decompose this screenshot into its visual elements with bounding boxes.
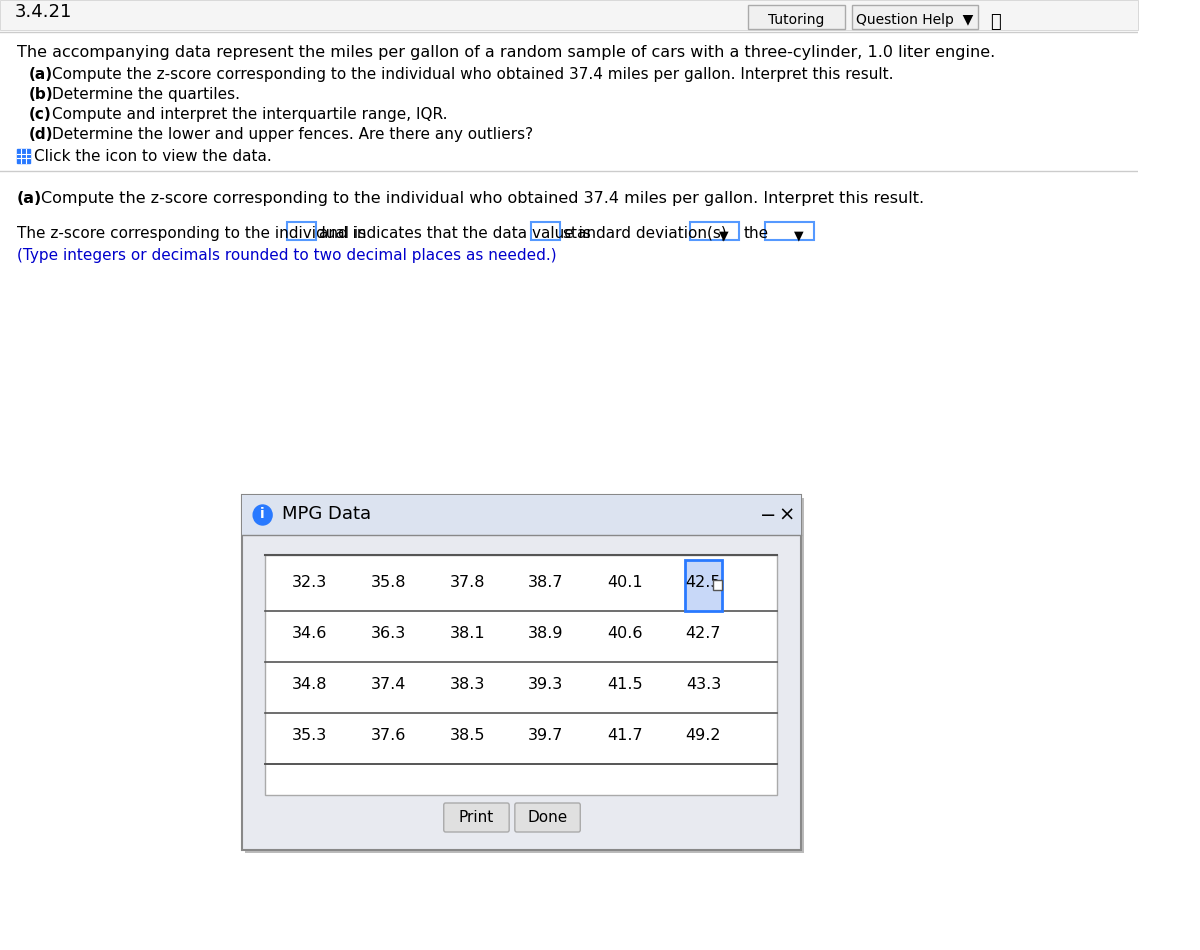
Text: 34.6: 34.6 bbox=[292, 626, 328, 641]
Text: 38.1: 38.1 bbox=[449, 626, 485, 641]
FancyBboxPatch shape bbox=[690, 222, 739, 240]
Text: 37.8: 37.8 bbox=[450, 575, 485, 590]
Text: 👤: 👤 bbox=[990, 13, 1001, 31]
Text: 35.8: 35.8 bbox=[371, 575, 406, 590]
Text: (c): (c) bbox=[29, 107, 52, 122]
FancyBboxPatch shape bbox=[241, 495, 802, 850]
Text: 49.2: 49.2 bbox=[685, 729, 721, 744]
Text: 35.3: 35.3 bbox=[292, 729, 328, 744]
Text: 37.6: 37.6 bbox=[371, 729, 406, 744]
Text: MPG Data: MPG Data bbox=[282, 505, 371, 523]
FancyBboxPatch shape bbox=[713, 580, 722, 590]
Text: i: i bbox=[260, 507, 265, 521]
Text: Compute the z-score corresponding to the individual who obtained 37.4 miles per : Compute the z-score corresponding to the… bbox=[41, 191, 924, 206]
Text: 38.9: 38.9 bbox=[528, 626, 564, 641]
Text: Question Help  ▼: Question Help ▼ bbox=[857, 13, 973, 27]
Text: −: − bbox=[760, 505, 776, 524]
FancyBboxPatch shape bbox=[17, 149, 30, 163]
FancyBboxPatch shape bbox=[444, 803, 509, 832]
Text: Click the icon to view the data.: Click the icon to view the data. bbox=[34, 149, 272, 164]
Text: 42.7: 42.7 bbox=[685, 626, 721, 641]
Text: 36.3: 36.3 bbox=[371, 626, 406, 641]
Text: 38.5: 38.5 bbox=[450, 729, 485, 744]
Text: 39.3: 39.3 bbox=[528, 677, 564, 693]
Text: standard deviation(s): standard deviation(s) bbox=[564, 226, 727, 241]
Text: 32.3: 32.3 bbox=[292, 575, 328, 590]
FancyBboxPatch shape bbox=[852, 5, 978, 29]
FancyBboxPatch shape bbox=[287, 222, 316, 240]
FancyBboxPatch shape bbox=[0, 0, 1138, 30]
Text: Tutoring: Tutoring bbox=[768, 13, 824, 27]
Text: 41.5: 41.5 bbox=[607, 677, 642, 693]
FancyBboxPatch shape bbox=[265, 555, 778, 795]
Text: 42.5: 42.5 bbox=[685, 575, 721, 590]
Text: 39.7: 39.7 bbox=[528, 729, 564, 744]
Text: 43.3: 43.3 bbox=[686, 677, 721, 693]
Text: the: the bbox=[744, 226, 769, 241]
Text: Compute the z-score corresponding to the individual who obtained 37.4 miles per : Compute the z-score corresponding to the… bbox=[52, 67, 894, 82]
FancyBboxPatch shape bbox=[515, 803, 581, 832]
Text: 34.8: 34.8 bbox=[292, 677, 328, 693]
Text: (d): (d) bbox=[29, 127, 53, 142]
Text: ×: × bbox=[779, 505, 796, 524]
Text: The accompanying data represent the miles per gallon of a random sample of cars : The accompanying data represent the mile… bbox=[17, 45, 995, 60]
FancyBboxPatch shape bbox=[748, 5, 845, 29]
Circle shape bbox=[253, 505, 272, 525]
Text: 41.7: 41.7 bbox=[607, 729, 642, 744]
Text: ▼: ▼ bbox=[719, 229, 728, 242]
Text: 37.4: 37.4 bbox=[371, 677, 406, 693]
Text: 40.1: 40.1 bbox=[607, 575, 642, 590]
FancyBboxPatch shape bbox=[766, 222, 815, 240]
Text: Determine the quartiles.: Determine the quartiles. bbox=[52, 87, 240, 102]
Text: Print: Print bbox=[458, 810, 494, 825]
Text: Determine the lower and upper fences. Are there any outliers?: Determine the lower and upper fences. Ar… bbox=[52, 127, 533, 142]
Text: 42.5: 42.5 bbox=[685, 575, 721, 590]
Text: (a): (a) bbox=[29, 67, 53, 82]
Text: 40.6: 40.6 bbox=[607, 626, 642, 641]
FancyBboxPatch shape bbox=[241, 495, 802, 535]
Text: ▼: ▼ bbox=[794, 229, 804, 242]
FancyBboxPatch shape bbox=[532, 222, 559, 240]
Text: (Type integers or decimals rounded to two decimal places as needed.): (Type integers or decimals rounded to tw… bbox=[17, 248, 557, 263]
Text: (a): (a) bbox=[17, 191, 42, 206]
Text: The z-score corresponding to the individual is: The z-score corresponding to the individ… bbox=[17, 226, 366, 241]
Text: Done: Done bbox=[528, 810, 568, 825]
Text: and indicates that the data value is: and indicates that the data value is bbox=[319, 226, 592, 241]
Text: (b): (b) bbox=[29, 87, 53, 102]
Text: 38.3: 38.3 bbox=[450, 677, 485, 693]
Text: Compute and interpret the interquartile range, IQR.: Compute and interpret the interquartile … bbox=[52, 107, 448, 122]
Text: 38.7: 38.7 bbox=[528, 575, 564, 590]
FancyBboxPatch shape bbox=[245, 498, 804, 853]
Text: 3.4.21: 3.4.21 bbox=[14, 3, 72, 21]
FancyBboxPatch shape bbox=[684, 560, 722, 611]
